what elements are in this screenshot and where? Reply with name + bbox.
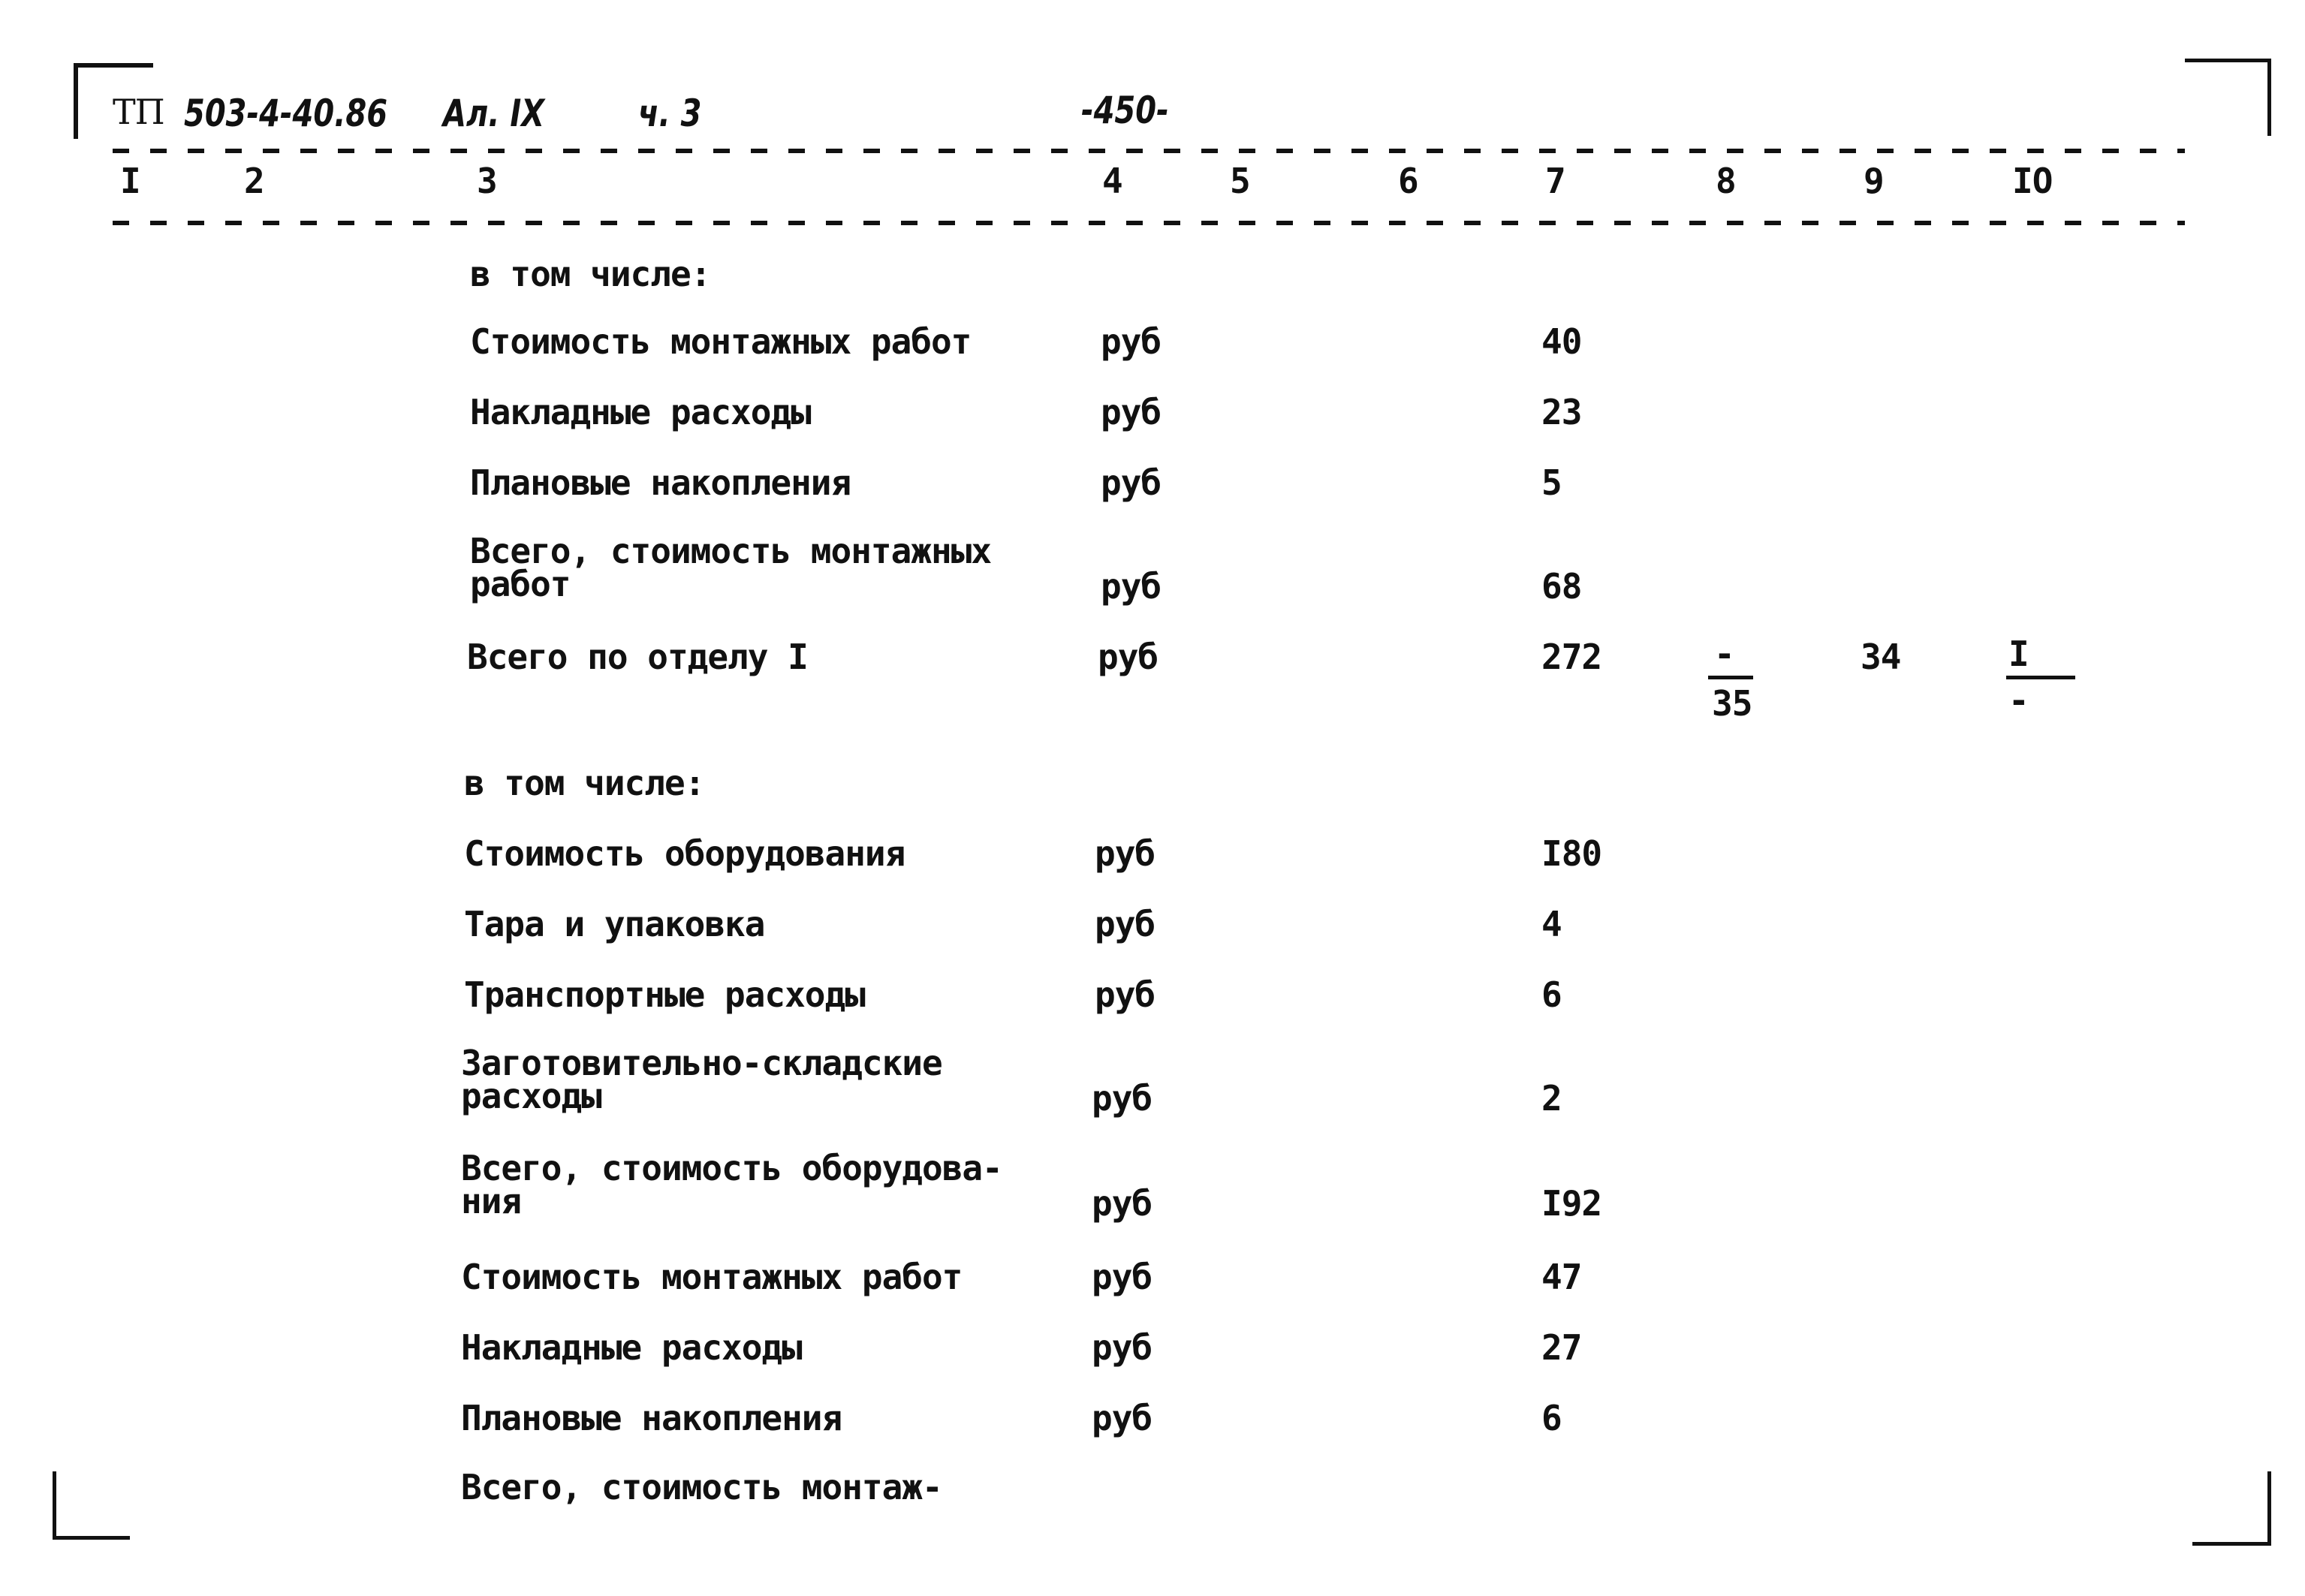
column-number-4: 4 bbox=[1102, 161, 1123, 201]
row-label: Всего по отделу I bbox=[467, 637, 809, 677]
column-number-7: 7 bbox=[1545, 161, 1566, 201]
corner-mark-bottom-right bbox=[2192, 1471, 2271, 1546]
part-number: ч. 3 bbox=[638, 92, 702, 135]
row-unit: руб bbox=[1101, 392, 1162, 432]
row-value-col7: 68 bbox=[1541, 566, 1582, 607]
row-unit: руб bbox=[1092, 1078, 1152, 1119]
row-label: Стоимость оборудования bbox=[464, 833, 905, 874]
row-unit: руб bbox=[1095, 833, 1156, 874]
column-number-2: 2 bbox=[244, 161, 265, 201]
doc-number: 503-4-40.86 bbox=[184, 92, 388, 135]
row-value-col7: 47 bbox=[1541, 1257, 1582, 1297]
page-number: -450- bbox=[1081, 89, 1169, 132]
row-value-col7: 23 bbox=[1541, 392, 1582, 432]
row-label: Стоимость монтажных работ bbox=[461, 1257, 963, 1297]
corner-mark-bottom-left bbox=[53, 1471, 130, 1540]
header-divider-bottom bbox=[113, 221, 2185, 225]
column-number-6: 6 bbox=[1398, 161, 1419, 201]
row-value-col10-denominator: - bbox=[2008, 680, 2029, 721]
album-number: Ал. IX bbox=[443, 92, 545, 135]
column-number-10: IO bbox=[2012, 161, 2053, 201]
row-label: Тара и упаковка bbox=[464, 904, 765, 944]
row-label: Накладные расходы bbox=[461, 1327, 803, 1368]
column-number-8: 8 bbox=[1716, 161, 1737, 201]
row-value-col7: 6 bbox=[1541, 1398, 1562, 1438]
row-value-col7: 27 bbox=[1541, 1327, 1582, 1368]
row-label: Всего, стоимость монтаж- bbox=[461, 1467, 943, 1507]
row-label: Всего, стоимость монтажных работ bbox=[470, 531, 992, 604]
column-number-9: 9 bbox=[1864, 161, 1885, 201]
row-value-col7: 2 bbox=[1541, 1078, 1562, 1119]
row-value-col7: I92 bbox=[1541, 1183, 1602, 1224]
row-label: Накладные расходы bbox=[470, 392, 812, 432]
row-unit: руб bbox=[1095, 904, 1156, 944]
row-unit: руб bbox=[1101, 566, 1162, 607]
row-unit: руб bbox=[1092, 1327, 1152, 1368]
row-unit: руб bbox=[1092, 1183, 1152, 1224]
fraction-line bbox=[1708, 676, 1753, 679]
row-value-col8-numerator: - bbox=[1714, 634, 1735, 674]
row-value-col8-denominator: 35 bbox=[1712, 683, 1752, 724]
row-label: Заготовительно-складские расходы bbox=[461, 1043, 943, 1116]
row-label: в том числе: bbox=[464, 763, 705, 803]
row-unit: руб bbox=[1098, 637, 1159, 677]
corner-mark-top-left bbox=[74, 63, 153, 139]
header-divider-top bbox=[113, 149, 2185, 153]
doc-code: ТП bbox=[113, 92, 165, 132]
row-value-col7: 6 bbox=[1541, 974, 1562, 1015]
fraction-line bbox=[2006, 676, 2075, 679]
row-label: Транспортные расходы bbox=[464, 974, 866, 1015]
row-unit: руб bbox=[1092, 1257, 1152, 1297]
row-unit: руб bbox=[1095, 974, 1156, 1015]
column-number-5: 5 bbox=[1230, 161, 1251, 201]
row-value-col7: 5 bbox=[1541, 462, 1562, 503]
row-value-col9: 34 bbox=[1861, 637, 1901, 677]
row-label: Плановые накопления bbox=[461, 1398, 842, 1438]
row-unit: руб bbox=[1101, 462, 1162, 503]
row-label: Всего, стоимость оборудова- ния bbox=[461, 1148, 1003, 1221]
row-value-col7: 40 bbox=[1541, 321, 1582, 362]
column-number-1: I bbox=[120, 161, 141, 201]
row-value-col10-numerator: I bbox=[2008, 634, 2029, 674]
column-number-3: 3 bbox=[477, 161, 498, 201]
row-label: в том числе: bbox=[470, 254, 711, 294]
row-label: Стоимость монтажных работ bbox=[470, 321, 972, 362]
row-unit: руб bbox=[1101, 321, 1162, 362]
corner-mark-top-right bbox=[2185, 59, 2271, 136]
row-value-col7: 4 bbox=[1541, 904, 1562, 944]
row-value-col7: 272 bbox=[1541, 637, 1602, 677]
row-label: Плановые накопления bbox=[470, 462, 851, 503]
row-value-col7: I80 bbox=[1541, 833, 1602, 874]
row-unit: руб bbox=[1092, 1398, 1152, 1438]
